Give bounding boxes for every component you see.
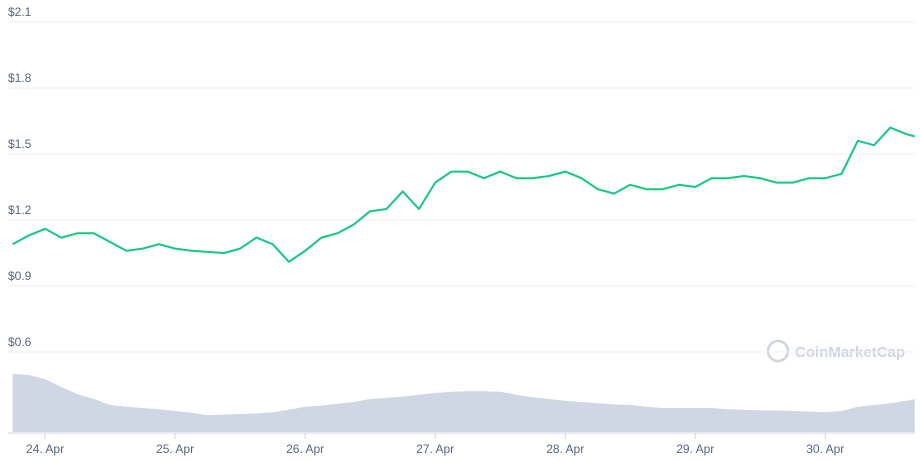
x-tick-label: 28. Apr — [546, 442, 584, 456]
y-tick-label: $2.1 — [8, 5, 32, 19]
price-line — [12, 126, 915, 263]
y-tick-label: $0.9 — [8, 269, 32, 283]
watermark-logo — [766, 339, 790, 363]
watermark: CoinMarketCap — [766, 339, 905, 363]
x-tick-label: 30. Apr — [806, 442, 844, 456]
y-tick-label: $1.2 — [8, 203, 32, 217]
x-tick-label: 26. Apr — [286, 442, 324, 456]
x-tick-label: 27. Apr — [416, 442, 454, 456]
x-tick-label: 29. Apr — [676, 442, 714, 456]
x-tick-label: 24. Apr — [26, 442, 64, 456]
volume-area — [12, 373, 915, 432]
y-tick-label: $0.6 — [8, 335, 32, 349]
y-tick-label: $1.8 — [8, 71, 32, 85]
y-tick-label: $1.5 — [8, 137, 32, 151]
x-tick-label: 25. Apr — [156, 442, 194, 456]
